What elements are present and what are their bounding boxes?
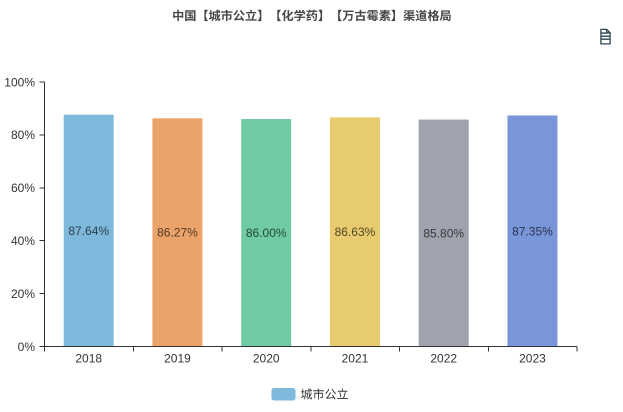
svg-text:0%: 0% <box>18 340 36 354</box>
svg-text:60%: 60% <box>11 181 35 195</box>
svg-text:86.63%: 86.63% <box>335 225 376 239</box>
svg-text:20%: 20% <box>11 287 35 301</box>
svg-text:100%: 100% <box>4 75 35 89</box>
svg-text:2022: 2022 <box>430 352 457 366</box>
svg-text:86.27%: 86.27% <box>157 226 198 240</box>
svg-text:2023: 2023 <box>519 352 546 366</box>
svg-text:85.80%: 85.80% <box>423 226 464 240</box>
svg-text:87.35%: 87.35% <box>512 224 553 238</box>
svg-text:2021: 2021 <box>342 352 369 366</box>
svg-text:2019: 2019 <box>164 352 191 366</box>
svg-text:40%: 40% <box>11 234 35 248</box>
svg-text:2020: 2020 <box>253 352 280 366</box>
svg-text:86.00%: 86.00% <box>246 226 287 240</box>
svg-text:87.64%: 87.64% <box>68 224 109 238</box>
svg-text:2018: 2018 <box>75 352 102 366</box>
svg-text:80%: 80% <box>11 128 35 142</box>
